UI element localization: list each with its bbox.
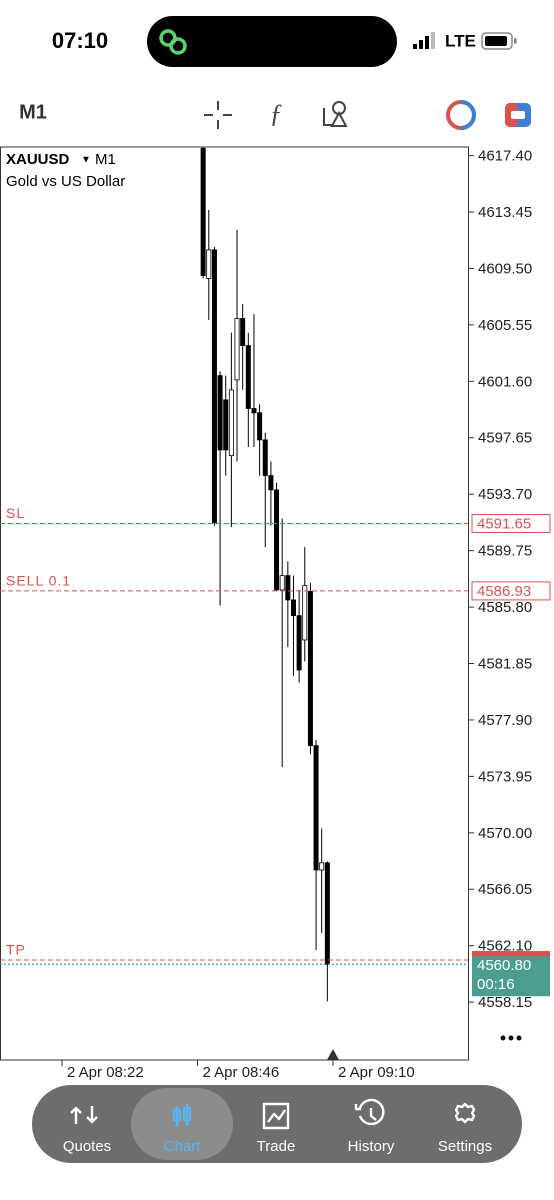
tab-item[interactable]: Quotes (63, 1106, 111, 1155)
y-tick-label: 4609.50 (478, 260, 532, 277)
plot (0, 147, 474, 1066)
scroll-marker (327, 1049, 339, 1060)
tab-icon (70, 1106, 98, 1124)
tab-label: History (348, 1138, 395, 1155)
y-tick-label: 4562.10 (478, 938, 532, 955)
y-tick-label: 4581.85 (478, 655, 532, 672)
candle-body (211, 249, 217, 524)
x-tick-label: 2 Apr 08:22 (67, 1064, 144, 1081)
y-tick-label: 4593.70 (478, 486, 532, 503)
objects-button[interactable] (323, 101, 348, 127)
candle-body (313, 745, 319, 871)
candle-body (285, 575, 291, 601)
more-button[interactable] (500, 1035, 522, 1041)
candle-body (200, 148, 206, 276)
tab-item[interactable]: Settings (438, 1102, 492, 1155)
tab-icon (454, 1102, 476, 1124)
symbol-dropdown: ▼ (81, 155, 91, 166)
y-tick-label: 4570.00 (478, 825, 532, 842)
indicators-button[interactable]: ƒ (270, 99, 283, 128)
x-tick-label: 2 Apr 09:10 (338, 1064, 415, 1081)
crosshair-button[interactable] (204, 101, 232, 129)
y-tick-label: 4573.95 (478, 768, 532, 785)
island-icon (159, 29, 187, 55)
chart-description: Gold vs US Dollar (6, 173, 125, 190)
y-tick-label: 4601.60 (478, 373, 532, 390)
candle-body (296, 615, 302, 671)
price-line-value: 4586.93 (477, 583, 531, 600)
tab-icon (354, 1098, 385, 1126)
price-line-tag (471, 513, 551, 533)
chart-symbol: XAUUSD (6, 151, 70, 168)
y-tick-label: 4566.05 (478, 881, 532, 898)
candle-body (262, 439, 268, 477)
candle-body (228, 389, 234, 457)
candle-body (223, 399, 229, 451)
bar-timer: 00:16 (477, 976, 515, 993)
dynamic-island (147, 16, 397, 67)
candle-body (217, 375, 223, 451)
candle-body (324, 862, 330, 965)
tab-label: Trade (257, 1138, 296, 1155)
tab-items: Quotes Chart Trade History Settings (63, 1098, 492, 1155)
tab-item[interactable]: Chart (164, 1104, 202, 1155)
tab-item[interactable]: History (348, 1098, 395, 1155)
price-line-tag (471, 581, 551, 601)
candle-body (245, 345, 251, 409)
status-time: 07:10 (52, 28, 108, 53)
price-line-label: SELL 0.1 (6, 573, 71, 589)
candle-body (268, 475, 274, 491)
y-tick-label: 4605.55 (478, 317, 532, 334)
timeframe-button[interactable]: M1 (19, 101, 47, 123)
price-line-label: SL (6, 505, 25, 521)
tab-icon (172, 1104, 192, 1126)
tab-icon (262, 1102, 290, 1130)
network-label: LTE (445, 31, 476, 50)
y-tick-label: 4589.75 (478, 543, 532, 560)
tab-label: Settings (438, 1138, 492, 1155)
x-tick-label: 2 Apr 08:46 (203, 1064, 280, 1081)
price-line-value: 4591.65 (477, 515, 531, 532)
chart-frame (0, 146, 469, 1061)
candle-body (279, 575, 285, 591)
candle-body (251, 408, 257, 414)
y-tick-label: 4613.45 (478, 204, 532, 221)
price-line-tag (472, 950, 550, 960)
candle-body (206, 249, 212, 279)
tab-label: Chart (164, 1138, 202, 1155)
trade-button[interactable] (446, 100, 476, 130)
signal-icon (413, 32, 435, 49)
candle-body (307, 590, 313, 747)
chart-timeframe: M1 (95, 151, 116, 168)
active-tab-highlight (131, 1088, 233, 1160)
candle-body (257, 412, 263, 441)
candle-body (319, 862, 325, 871)
y-tick-label: 4617.40 (478, 148, 532, 165)
candle-body (274, 489, 280, 591)
y-tick-label: 4558.15 (478, 994, 532, 1011)
tab-item[interactable]: Trade (257, 1102, 296, 1155)
y-tick-label: 4577.90 (478, 712, 532, 729)
price-line-label: TP (6, 942, 26, 958)
current-price-tag (472, 956, 550, 997)
battery-icon (481, 32, 517, 50)
one-click-button[interactable] (505, 103, 531, 127)
tab-label: Quotes (63, 1138, 111, 1155)
candle-body (240, 318, 246, 347)
candle-body (302, 585, 308, 641)
candle-body (234, 318, 240, 381)
y-tick-label: 4585.80 (478, 599, 532, 616)
current-price-label: 4560.80 (477, 957, 531, 974)
candle-body (290, 599, 296, 617)
y-tick-label: 4597.65 (478, 430, 532, 447)
